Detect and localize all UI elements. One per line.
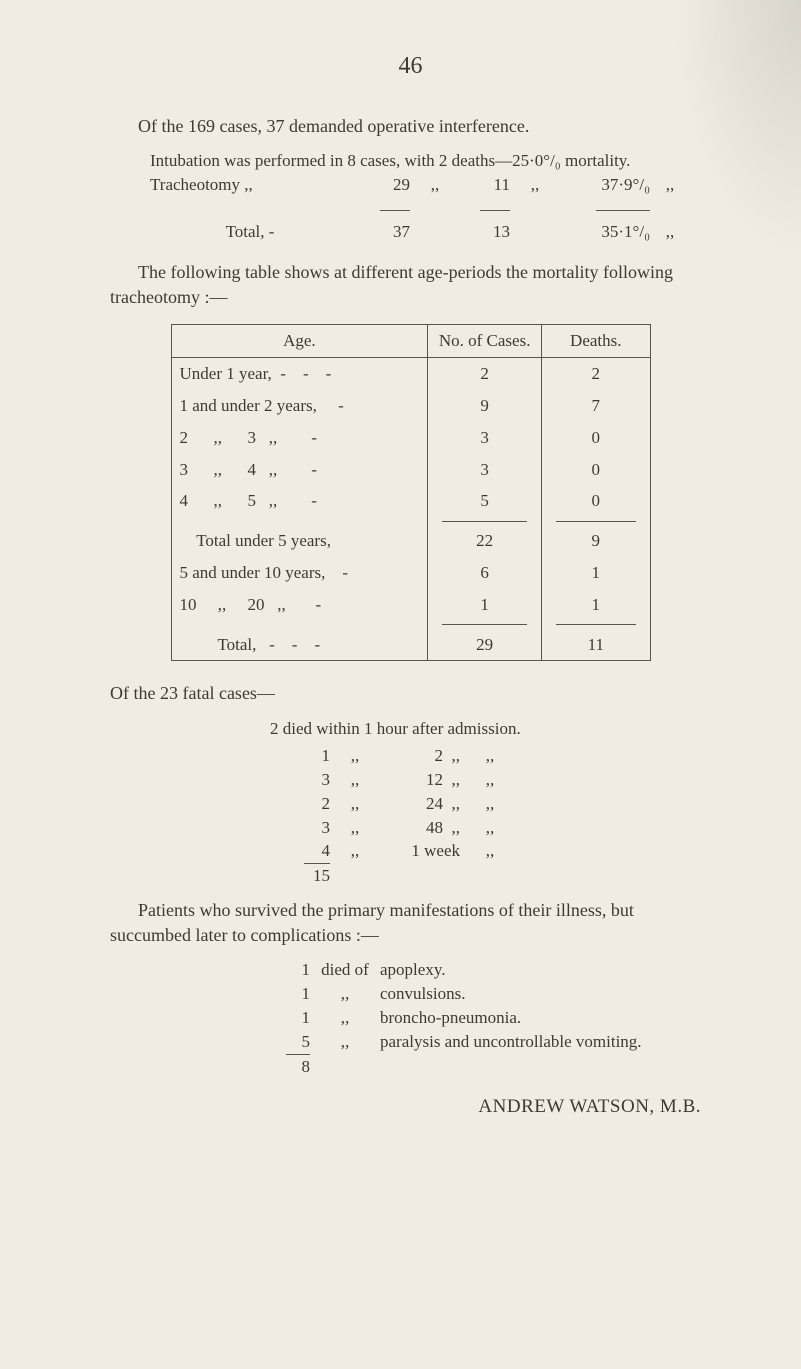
death-cause: apoplexy. [380,958,711,982]
row-cases: 2 [428,358,542,390]
tracheotomy-pct: 37·9°/₀ [560,173,650,197]
row-age: Under 1 year, - - - [171,358,428,390]
author-signature: ANDREW WATSON, M.B. [110,1094,711,1121]
rule [442,521,527,522]
complications-list: 1died ofapoplexy. 1,,convulsions. 1,,bro… [280,958,711,1078]
rule [556,521,635,522]
row-deaths: 1 [542,589,650,621]
ditto: ,, [460,768,520,792]
subtotal-cases: 22 [428,525,542,557]
total-deaths: 13 [460,220,510,244]
row-cases: 6 [428,557,542,589]
total-label: Total, - [150,220,350,244]
row-deaths: 1 [542,557,650,589]
row-deaths: 0 [542,485,650,517]
row-deaths: 7 [542,390,650,422]
fatal-intro: Of the 23 fatal cases— [110,681,711,706]
death-total: 8 [280,1055,310,1079]
rule [480,210,510,211]
rule [442,624,527,625]
mortality-table: Age. No. of Cases. Deaths. Under 1 year,… [171,324,651,661]
fatal-lead: 2 died within 1 hour after admission. [270,717,521,741]
subtotal-deaths: 9 [542,525,650,557]
total-deaths: 11 [542,629,650,661]
death-cause: broncho-pneumonia. [380,1006,711,1030]
total-cases: 29 [428,629,542,661]
rule [556,624,635,625]
row-age: 5 and under 10 years, - [171,557,428,589]
ditto: ,, [460,792,520,816]
row-cases: 5 [428,485,542,517]
row-cases: 9 [428,390,542,422]
total-pct: 35·1°/₀ [560,220,650,244]
rule [596,210,650,211]
fatal-time: 12 ,, [380,768,460,792]
death-n: 5 [280,1030,310,1054]
ditto: ,, [310,1030,380,1054]
total-age: Total, - - - [171,629,428,661]
death-n: 1 [280,958,310,982]
ditto: ,, [330,792,380,816]
intubation-stats: Intubation was performed in 8 cases, wit… [150,149,711,244]
row-age: 3 ,, 4 ,, - [171,454,428,486]
row-age: 1 and under 2 years, - [171,390,428,422]
fatal-time: 24 ,, [380,792,460,816]
death-n: 1 [280,1006,310,1030]
tracheotomy-label: Tracheotomy ,, [150,173,350,197]
row-cases: 1 [428,589,542,621]
row-cases: 3 [428,454,542,486]
rule [380,210,410,211]
row-age: 10 ,, 20 ,, - [171,589,428,621]
ditto: ,, [330,768,380,792]
ditto: ,, [330,839,380,863]
survived-para: Patients who survived the primary manife… [110,898,711,948]
ditto: ,, [460,744,520,768]
row-deaths: 0 [542,454,650,486]
death-cause: convulsions. [380,982,711,1006]
row-age: 2 ,, 3 ,, - [171,422,428,454]
row-deaths: 0 [542,422,650,454]
ditto: ,, [510,173,560,197]
ditto: ,, [650,173,690,197]
ditto: ,, [330,744,380,768]
intubation-line: Intubation was performed in 8 cases, wit… [150,149,630,173]
ditto: ,, [310,982,380,1006]
death-verb: died of [310,958,380,982]
ditto: ,, [650,220,690,244]
col-deaths: Deaths. [542,325,650,358]
col-age: Age. [171,325,428,358]
row-cases: 3 [428,422,542,454]
total-cases: 37 [350,220,410,244]
fatal-n: 3 [290,816,330,840]
page-number: 46 [110,50,711,84]
tracheotomy-deaths: 11 [460,173,510,197]
ditto: ,, [460,816,520,840]
fatal-total: 15 [290,864,330,888]
death-cause: paralysis and uncontrollable vomiting. [380,1030,711,1054]
fatal-time: 1 week [380,839,460,863]
fatal-n: 3 [290,768,330,792]
ditto: ,, [310,1006,380,1030]
death-n: 1 [280,982,310,1006]
ditto: ,, [410,173,460,197]
fatal-n: 2 [290,792,330,816]
fatal-n: 4 [290,839,330,863]
ditto: ,, [460,839,520,863]
col-cases: No. of Cases. [428,325,542,358]
tracheotomy-cases: 29 [350,173,410,197]
fatal-list: 2 died within 1 hour after admission. 1,… [290,717,711,889]
ditto: ,, [330,816,380,840]
table-intro: The following table shows at different a… [110,260,711,310]
fatal-time: 2 ,, [380,744,460,768]
fatal-n: 1 [290,744,330,768]
row-deaths: 2 [542,358,650,390]
intro-paragraph: Of the 169 cases, 37 demanded operative … [110,114,711,139]
row-age: 4 ,, 5 ,, - [171,485,428,517]
fatal-time: 48 ,, [380,816,460,840]
subtotal-age: Total under 5 years, [171,525,428,557]
